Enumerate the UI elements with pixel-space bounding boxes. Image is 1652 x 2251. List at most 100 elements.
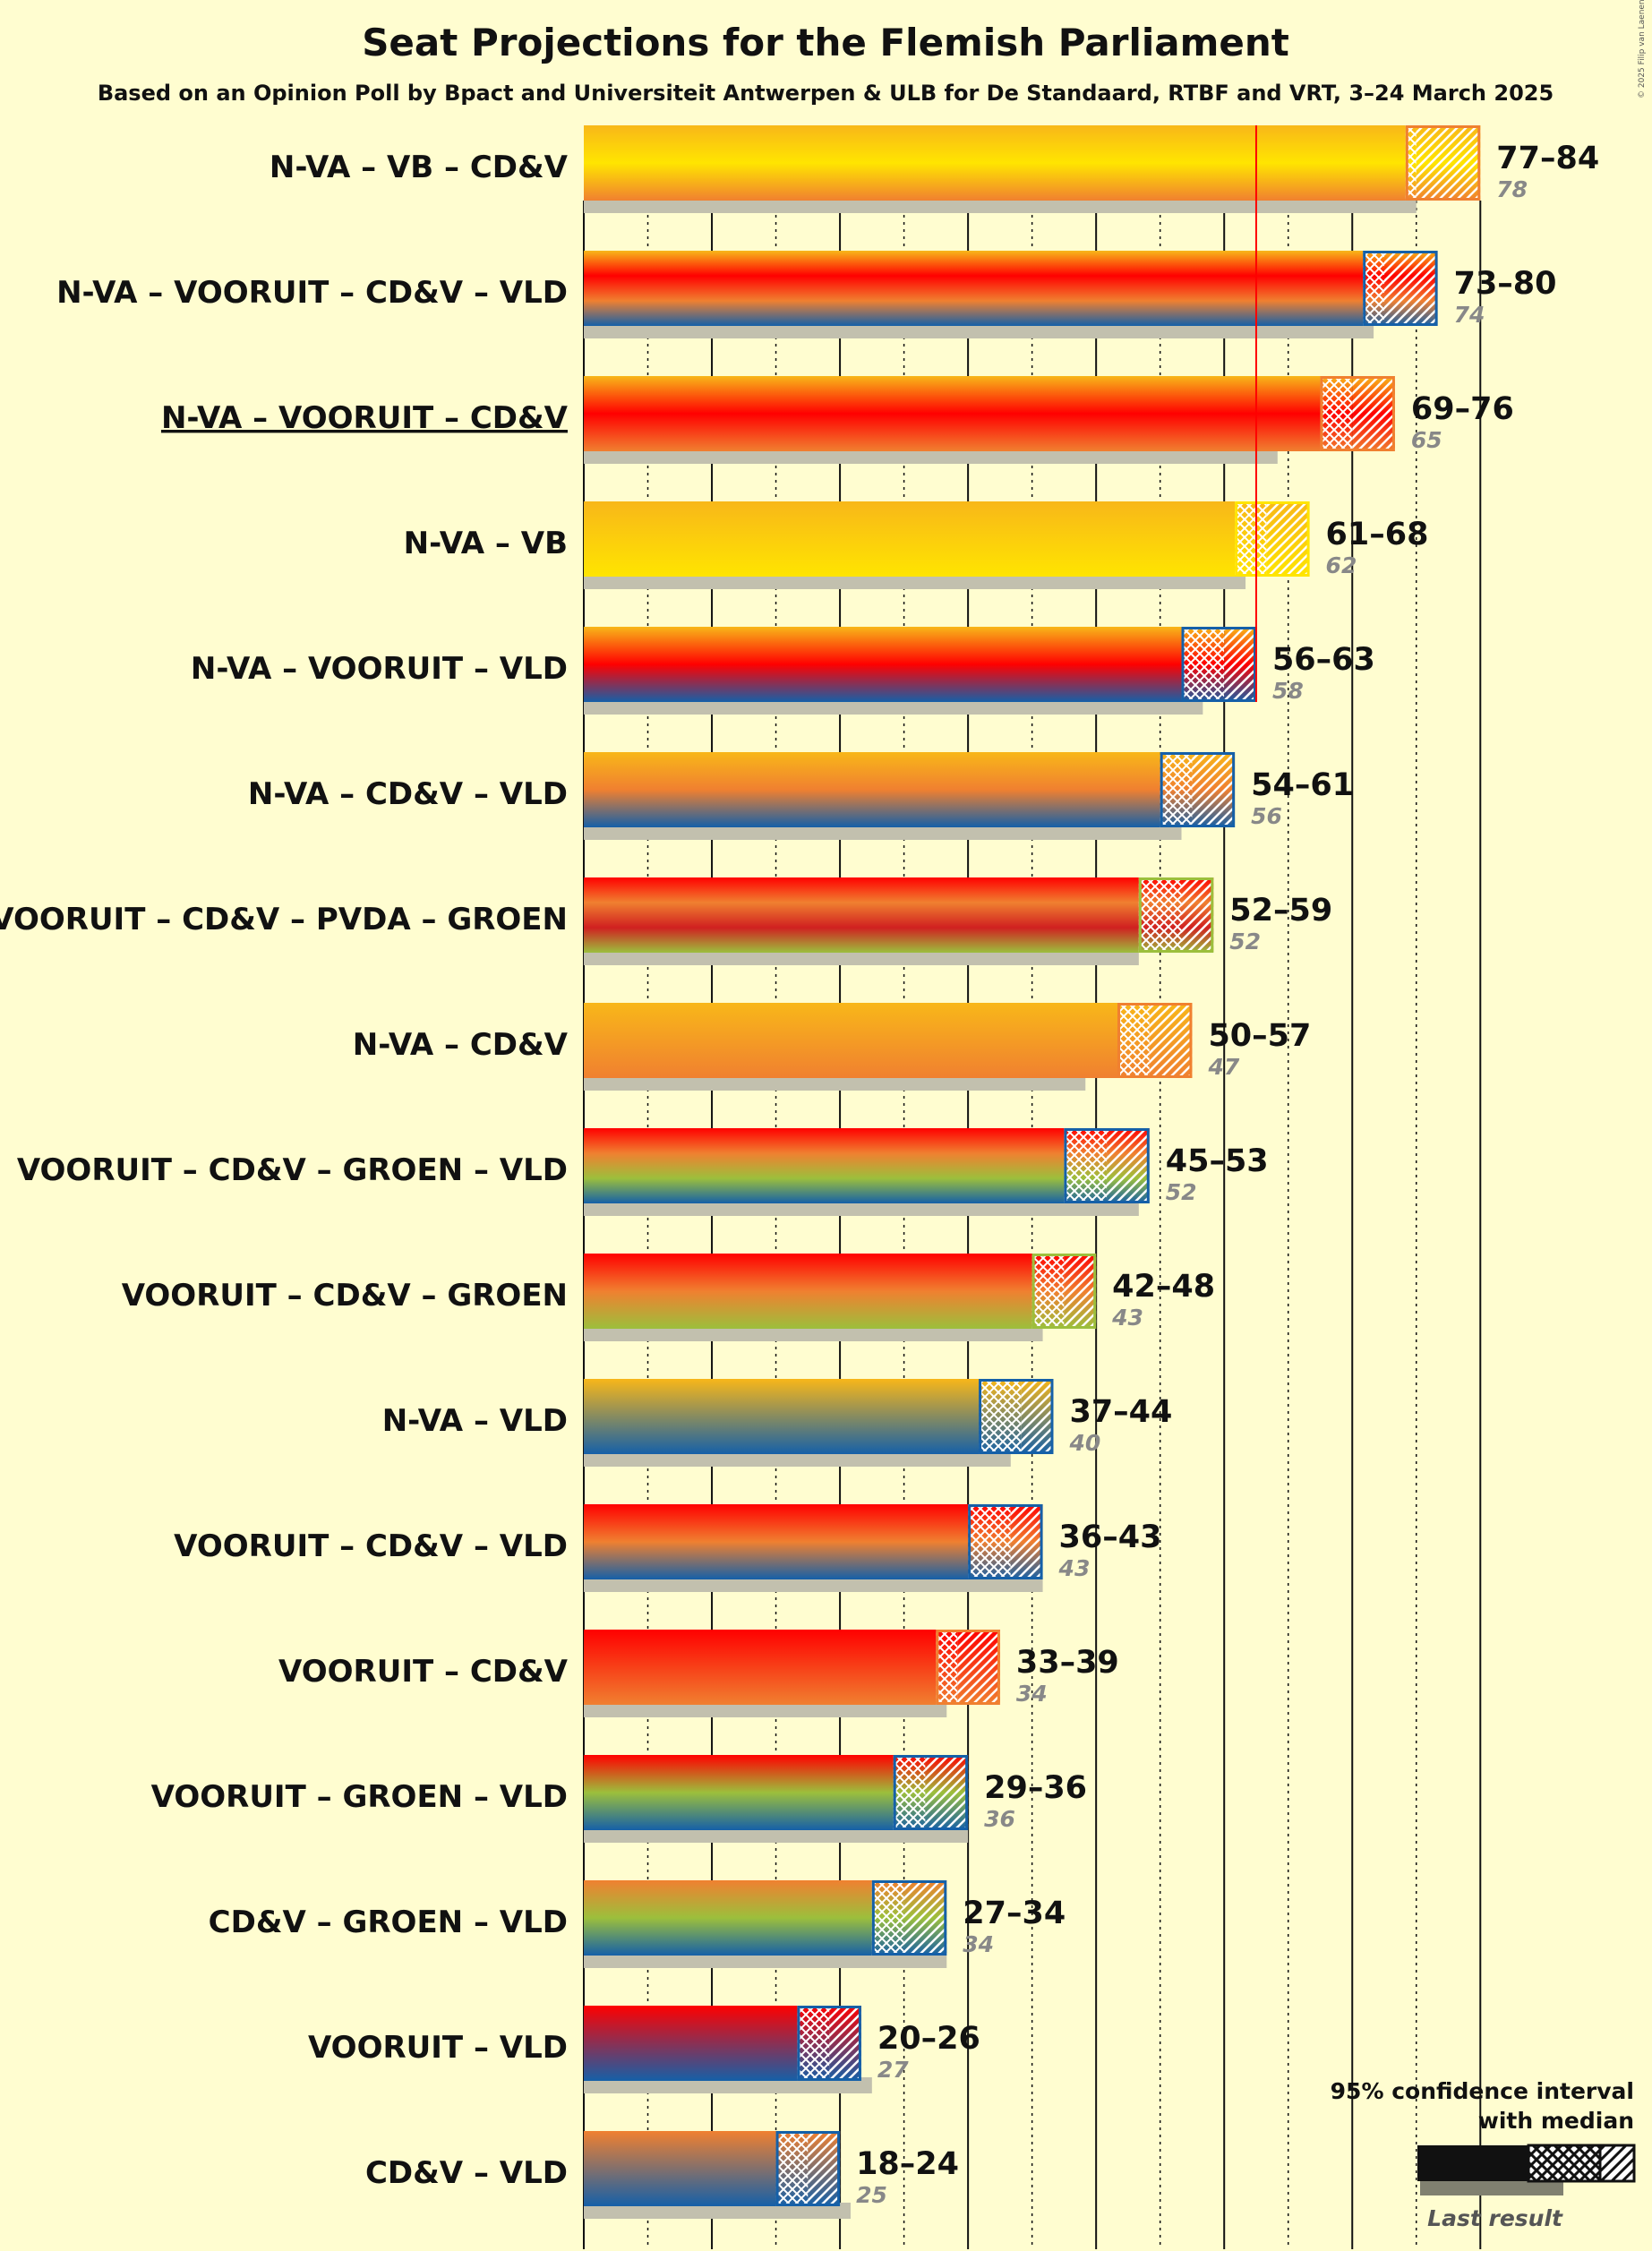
ci-bar-upper-hatch bbox=[1010, 1504, 1043, 1579]
range-label: 18–24 bbox=[856, 2146, 959, 2182]
ci-bar-lower-crosshatch bbox=[1235, 501, 1267, 577]
chart-title: Seat Projections for the Flemish Parliam… bbox=[362, 21, 1289, 64]
ci-outline bbox=[1160, 752, 1236, 827]
ci-bar-upper-hatch bbox=[903, 1880, 947, 1956]
ci-bar-solid bbox=[584, 251, 1364, 326]
last-result-label: 34 bbox=[1016, 1681, 1048, 1707]
range-label: 36–43 bbox=[1059, 1519, 1162, 1555]
ci-outline bbox=[893, 1755, 969, 1830]
ci-bar-solid bbox=[584, 877, 1139, 953]
range-label: 42–48 bbox=[1112, 1269, 1215, 1305]
coalition-label: N-VA – VOORUIT – CD&V bbox=[161, 400, 569, 436]
last-result-label: 43 bbox=[1111, 1305, 1143, 1331]
ci-bar-lower-crosshatch bbox=[775, 2131, 809, 2206]
last-result-bar bbox=[584, 1451, 1011, 1467]
last-result-label: 43 bbox=[1058, 1555, 1091, 1581]
ci-bar-lower-crosshatch bbox=[1363, 251, 1384, 326]
coalition-label: CD&V – VLD bbox=[365, 2155, 568, 2191]
ci-outline bbox=[968, 1504, 1043, 1579]
ci-outline bbox=[797, 2006, 861, 2081]
last-result-bar bbox=[584, 2203, 851, 2219]
ci-bar-upper-hatch bbox=[1352, 376, 1395, 451]
ci-bar-solid bbox=[584, 1755, 894, 1830]
ci-bar-solid bbox=[584, 1254, 1032, 1329]
ci-bar-solid bbox=[584, 1504, 969, 1579]
ci-bar-solid bbox=[584, 2131, 776, 2206]
ci-outline bbox=[1320, 376, 1395, 451]
ci-bar-lower-crosshatch bbox=[968, 1504, 1011, 1579]
last-result-bar bbox=[584, 949, 1139, 965]
ci-bar-solid bbox=[584, 1379, 980, 1454]
ci-outline bbox=[1117, 1003, 1193, 1078]
ci-bar-lower-crosshatch bbox=[1064, 1128, 1108, 1203]
ci-bar-solid bbox=[584, 1630, 937, 1705]
last-result-bar bbox=[584, 1325, 1043, 1341]
coalition-label: N-VA – CD&V bbox=[353, 1027, 569, 1063]
ci-bar-lower-crosshatch bbox=[1405, 125, 1417, 201]
ci-bar-upper-hatch bbox=[925, 1755, 969, 1830]
legend-last-bar bbox=[1420, 2179, 1563, 2195]
last-result-bar bbox=[584, 698, 1203, 715]
ci-bar-lower-crosshatch bbox=[936, 1630, 958, 1705]
ci-bar-solid bbox=[584, 1003, 1117, 1078]
chart-subtitle: Based on an Opinion Poll by Bpact and Un… bbox=[98, 81, 1554, 106]
coalition-label: VOORUIT – CD&V – VLD bbox=[174, 1528, 568, 1564]
ci-outline bbox=[1031, 1254, 1097, 1329]
last-result-label: 56 bbox=[1251, 803, 1282, 829]
legend: 95% confidence interval with median Last… bbox=[1331, 2078, 1636, 2231]
ci-bar-upper-hatch bbox=[1384, 251, 1438, 326]
legend-ci-solid bbox=[1417, 2145, 1528, 2181]
ci-bar-solid bbox=[584, 1128, 1065, 1203]
coalition-label: VOORUIT – CD&V bbox=[278, 1654, 569, 1690]
ci-bar-lower-crosshatch bbox=[1031, 1254, 1065, 1329]
last-result-bar bbox=[584, 197, 1417, 213]
coalition-label: CD&V – GROEN – VLD bbox=[209, 1904, 568, 1940]
ci-bar-solid bbox=[584, 752, 1160, 827]
ci-outline bbox=[1405, 125, 1481, 201]
range-label: 37–44 bbox=[1069, 1394, 1172, 1430]
ci-bar-solid bbox=[584, 1880, 872, 1956]
range-label: 45–53 bbox=[1166, 1143, 1269, 1179]
last-result-label: 36 bbox=[984, 1806, 1015, 1832]
ci-outline bbox=[1235, 501, 1310, 577]
last-result-bar bbox=[584, 2077, 872, 2093]
ci-bar-upper-hatch bbox=[1192, 752, 1236, 827]
range-label: 20–26 bbox=[877, 2021, 980, 2057]
coalition-label: VOORUIT – GROEN – VLD bbox=[151, 1779, 568, 1815]
ci-bar-upper-hatch bbox=[1064, 1254, 1097, 1329]
last-result-bar bbox=[584, 573, 1246, 589]
legend-title-line2: with median bbox=[1478, 2108, 1634, 2134]
coalition-label: VOORUIT – CD&V – GROEN bbox=[122, 1278, 568, 1314]
coalition-label: N-VA – VB bbox=[404, 526, 568, 561]
legend-last-result: Last result bbox=[1427, 2205, 1563, 2231]
ci-bar-lower-crosshatch bbox=[797, 2006, 830, 2081]
last-result-label: 65 bbox=[1411, 427, 1442, 453]
ci-bar-lower-crosshatch bbox=[1138, 877, 1182, 953]
ci-outline bbox=[1181, 627, 1256, 702]
legend-ci-hatch bbox=[1598, 2144, 1636, 2183]
ci-outline bbox=[1363, 251, 1438, 326]
ci-bar-solid bbox=[584, 125, 1406, 201]
ci-bar-lower-crosshatch bbox=[893, 1755, 926, 1830]
last-result-label: 52 bbox=[1229, 929, 1261, 954]
ci-bar-lower-crosshatch bbox=[979, 1379, 1022, 1454]
ci-bar-upper-hatch bbox=[1149, 1003, 1193, 1078]
last-result-bar bbox=[584, 1827, 969, 1843]
last-result-label: 47 bbox=[1207, 1054, 1239, 1080]
last-result-bar bbox=[584, 1200, 1139, 1216]
coalition-label: VOORUIT – CD&V – GROEN – VLD bbox=[17, 1152, 568, 1188]
coalition-label: N-VA – VB – CD&V bbox=[270, 150, 569, 185]
ci-bar-upper-hatch bbox=[808, 2131, 841, 2206]
coalition-label: VOORUIT – VLD bbox=[308, 2030, 568, 2066]
